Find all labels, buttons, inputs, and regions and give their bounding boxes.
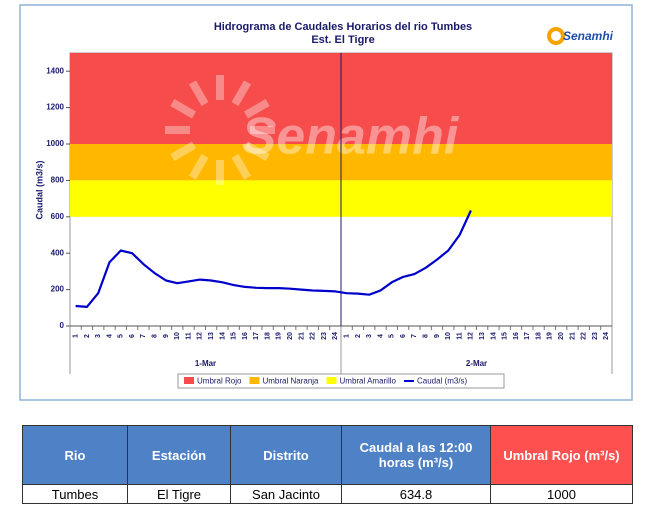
y-tick-label: 600 [51, 212, 65, 221]
table-cell: Tumbes [22, 484, 128, 504]
y-axis-label: Caudal (m3/s) [34, 160, 44, 219]
x-tick-label: 22 [581, 332, 588, 340]
group-label: 1-Mar [195, 359, 216, 368]
x-tick-label: 23 [321, 332, 328, 340]
x-tick-label: 24 [603, 332, 610, 340]
x-tick-label: 21 [298, 332, 305, 340]
x-tick-label: 22 [310, 332, 317, 340]
x-tick-label: 17 [253, 332, 260, 340]
x-tick-label: 8 [423, 334, 430, 338]
logo: Senamhi [563, 29, 614, 43]
x-tick-label: 5 [389, 334, 396, 338]
y-tick-label: 800 [51, 176, 65, 185]
legend-swatch [326, 377, 337, 384]
y-tick-label: 0 [60, 321, 65, 330]
legend-box [177, 373, 505, 389]
legend-label: Umbral Amarillo [340, 377, 397, 386]
watermark-ray [231, 153, 251, 180]
x-tick-label: 7 [140, 334, 147, 338]
x-tick-label: 13 [479, 332, 486, 340]
x-tick-label: 12 [197, 332, 204, 340]
line-series [75, 210, 472, 308]
y-tick-label: 200 [51, 285, 65, 294]
x-tick-label: 6 [129, 334, 136, 338]
table-header: Umbral Rojo (m³/s) [490, 425, 633, 485]
table-cell: 1000 [490, 484, 633, 504]
x-tick-label: 11 [185, 332, 192, 340]
table-header: Rio [22, 425, 128, 485]
x-tick-label: 9 [434, 334, 441, 338]
x-tick-label: 6 [400, 334, 407, 338]
x-tick-label: 5 [118, 334, 125, 338]
x-tick-label: 10 [445, 332, 452, 340]
watermark-ray [170, 99, 197, 119]
watermark-ray [189, 80, 209, 107]
watermark-ray [170, 141, 197, 161]
x-tick-label: 10 [174, 332, 181, 340]
x-tick-label: 20 [558, 332, 565, 340]
x-tick-label: 15 [231, 332, 238, 340]
x-tick-label: 8 [152, 334, 159, 338]
x-tick-label: 19 [547, 332, 554, 340]
summary-table: Rio Estación Distrito Caudal a las 12:00… [22, 425, 633, 504]
y-tick-label: 1400 [46, 66, 64, 75]
x-tick-label: 16 [242, 332, 249, 340]
x-tick-label: 18 [535, 332, 542, 340]
x-tick-label: 20 [287, 332, 294, 340]
watermark-ray [231, 80, 251, 107]
table-header: Caudal a las 12:00 horas (m³/s) [341, 425, 491, 485]
x-tick-label: 15 [502, 332, 509, 340]
y-tick-label: 1200 [46, 103, 64, 112]
watermark: Senamhi [242, 108, 460, 166]
x-tick-label: 4 [106, 334, 113, 338]
x-tick-label: 9 [163, 334, 170, 338]
x-tick-label: 3 [366, 334, 373, 338]
x-tick-label: 14 [490, 332, 497, 340]
y-tick-label: 1000 [46, 139, 64, 148]
legend-label: Umbral Rojo [197, 377, 242, 386]
logo-sun [547, 27, 565, 45]
chart-subtitle: Est. El Tigre [311, 34, 374, 46]
x-tick-label: 23 [592, 332, 599, 340]
table-cell: San Jacinto [230, 484, 342, 504]
x-tick-label: 1 [343, 334, 350, 338]
chart: Hidrograma de Caudales Horarios del rio … [19, 4, 633, 401]
table-cell: 634.8 [341, 484, 491, 504]
x-tick-label: 14 [219, 332, 226, 340]
x-tick-label: 2 [355, 334, 362, 338]
watermark-ray [243, 141, 270, 161]
x-tick-label: 18 [264, 332, 271, 340]
x-tick-label: 2 [84, 334, 91, 338]
x-tick-label: 11 [456, 332, 463, 340]
x-tick-label: 21 [569, 332, 576, 340]
y-tick-label: 400 [51, 248, 65, 257]
chart-title: Hidrograma de Caudales Horarios del rio … [214, 21, 472, 33]
legend-swatch [249, 377, 260, 384]
x-tick-label: 16 [513, 332, 520, 340]
legend-swatch [184, 377, 194, 384]
x-tick-label: 13 [208, 332, 215, 340]
x-tick-label: 12 [468, 332, 475, 340]
legend-label: Caudal (m3/s) [417, 377, 468, 386]
group-label: 2-Mar [466, 359, 487, 368]
x-tick-label: 3 [95, 334, 102, 338]
watermark-sun [165, 75, 275, 185]
table-cell: El Tigre [127, 484, 231, 504]
x-tick-label: 19 [276, 332, 283, 340]
watermark-ray [189, 153, 209, 180]
table-header: Distrito [230, 425, 342, 485]
table-header: Estación [127, 425, 231, 485]
x-tick-label: 24 [332, 332, 339, 340]
x-tick-label: 4 [377, 334, 384, 338]
x-tick-label: 7 [411, 334, 418, 338]
x-tick-label: 17 [524, 332, 531, 340]
legend: Umbral Rojo Umbral Naranja Umbral Amarillo… [177, 373, 505, 389]
legend-label: Umbral Naranja [262, 377, 319, 386]
x-tick-label: 1 [72, 334, 79, 338]
watermark-ray [243, 99, 270, 119]
